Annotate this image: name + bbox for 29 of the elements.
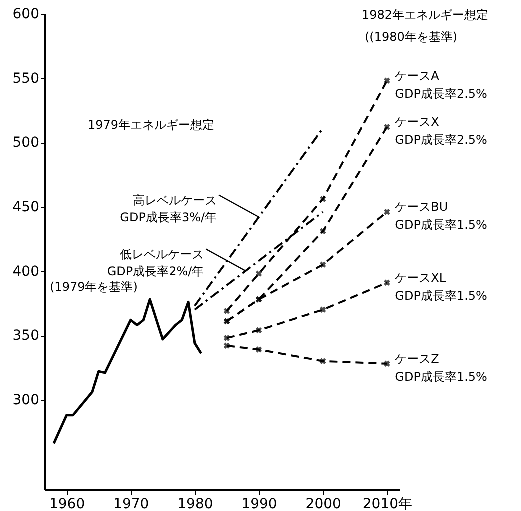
annotation: GDP成長率2.5% [395, 86, 488, 101]
annotation: 1979年エネルギー想定 [88, 118, 215, 132]
x-tick-label: 2000 [306, 496, 342, 511]
series-label: ケースZ [395, 352, 440, 366]
annotation: 高レベルケース GDP成長率3%/年 [120, 193, 218, 224]
x-tick-label: 1970 [114, 496, 150, 511]
annotation: 1982年エネルギー想定 [362, 8, 489, 22]
x-tick-label: 1990 [242, 496, 278, 511]
series-label: ケースA [395, 68, 440, 83]
annotation: (1979年を基準) [50, 280, 138, 294]
y-tick-label: 500 [12, 135, 40, 152]
x-tick-label: 2010年 [362, 496, 413, 511]
series-label: ケースXL [395, 270, 446, 285]
y-tick-label: 300 [12, 392, 40, 408]
y-tick-label: 450 [12, 199, 40, 216]
annotation: 低レベルケース GDP成長率2%/年 [107, 247, 204, 278]
annotation: ((1980年を基準) [365, 30, 458, 44]
annotation: GDP成長率1.5% [395, 288, 488, 303]
y-tick-label: 350 [12, 328, 40, 344]
x-tick-label: 1980 [178, 496, 214, 511]
series-label: ケースBU [395, 200, 448, 214]
annotation: GDP成長率2.5% [395, 133, 488, 148]
annotation: GDP成長率1.5% [395, 218, 488, 232]
y-tick-label: 550 [12, 70, 40, 87]
y-tick-label: 400 [12, 264, 40, 280]
y-tick-label: 600 [12, 6, 40, 22]
series-label: ケースX [395, 115, 440, 130]
x-tick-label: 1960 [49, 496, 86, 511]
annotation: GDP成長率1.5% [395, 370, 488, 384]
